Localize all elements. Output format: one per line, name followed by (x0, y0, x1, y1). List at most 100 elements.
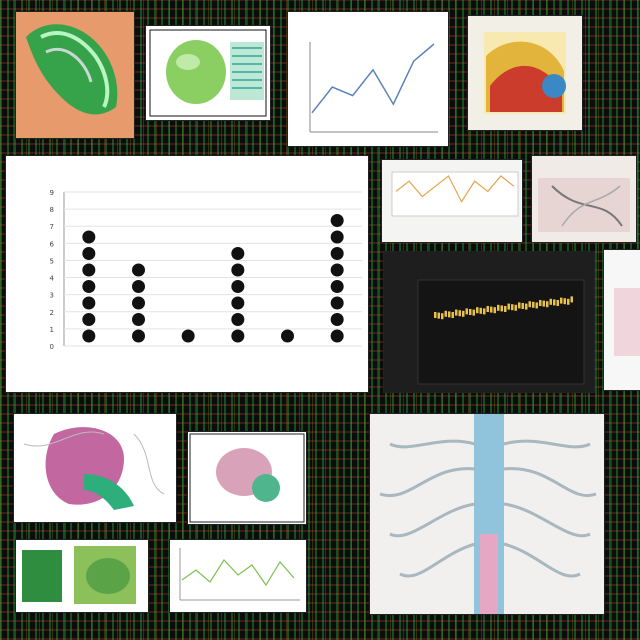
data-mark (546, 301, 549, 308)
data-dot (231, 247, 245, 260)
data-mark (525, 303, 528, 310)
data-mark (504, 306, 507, 312)
right-edge-graphic (614, 288, 640, 356)
heart-model-2-graphic (189, 433, 305, 523)
data-dot (82, 280, 96, 293)
data-dot (281, 329, 294, 343)
data-mark (465, 308, 468, 315)
data-mark (497, 304, 500, 311)
data-dot (231, 329, 245, 343)
series-line (181, 559, 295, 587)
data-mark (448, 311, 451, 318)
heart-model-1 (14, 414, 176, 522)
y-tick-label: 5 (50, 257, 54, 265)
data-mark (486, 306, 489, 312)
data-dot (132, 263, 145, 277)
small-line-chart-svg (391, 171, 519, 217)
data-dot (82, 296, 96, 310)
right-edge-figure (604, 250, 640, 390)
data-dot (82, 230, 96, 244)
data-dot (82, 247, 96, 260)
organ-sketch (532, 156, 636, 242)
green-structure-image (16, 12, 134, 138)
data-dot (231, 313, 245, 326)
y-tick-label: 6 (50, 240, 55, 248)
series-line (311, 43, 435, 114)
data-mark (472, 309, 475, 316)
data-dot (330, 263, 344, 277)
data-mark (511, 304, 514, 311)
data-dot (132, 296, 145, 310)
green-ball-figure (146, 26, 270, 120)
green-block-graphic (22, 546, 136, 604)
data-dot (132, 329, 145, 343)
branching-vessel-figure (370, 414, 604, 614)
data-mark (532, 301, 535, 308)
y-tick-label: 3 (50, 292, 54, 300)
bottom-line-chart (170, 540, 306, 612)
data-mark (500, 305, 503, 312)
y-tick-label: 1 (50, 326, 54, 334)
heart-model-2 (188, 432, 306, 524)
data-mark (451, 312, 454, 318)
y-tick-label: 8 (50, 206, 54, 214)
data-dot (231, 280, 245, 293)
data-mark (514, 304, 517, 311)
data-dot (330, 313, 344, 326)
series-line (395, 175, 515, 203)
data-dot (330, 247, 344, 260)
data-mark (567, 298, 570, 305)
heart-figure (468, 16, 582, 130)
heart-figure-graphic (484, 32, 566, 114)
data-mark (441, 313, 444, 320)
data-mark (518, 302, 521, 309)
main-dot-chart: 0 1 2 3 4 5 6 7 8 9 (6, 156, 368, 392)
dark-chart (384, 252, 594, 392)
data-mark (535, 302, 538, 309)
data-mark (528, 301, 531, 308)
data-dot (330, 329, 344, 343)
data-mark (521, 303, 524, 309)
organ-sketch-graphic (538, 178, 630, 232)
bottom-line-chart-svg (179, 548, 300, 601)
y-tick-label: 2 (50, 309, 54, 317)
data-mark (437, 312, 440, 319)
data-mark (563, 298, 566, 305)
green-ball-graphic (149, 29, 267, 117)
y-tick-label: 0 (50, 343, 54, 351)
data-mark (455, 309, 458, 316)
data-dot (330, 280, 344, 293)
data-dot (231, 296, 245, 310)
data-mark (560, 297, 563, 304)
small-line-chart (382, 160, 522, 242)
data-dot (181, 329, 195, 343)
data-mark (542, 300, 545, 307)
data-mark (570, 296, 573, 303)
data-dot (231, 263, 245, 277)
heart-model-1-graphic (23, 427, 165, 510)
data-mark (469, 309, 472, 315)
y-tick-label: 9 (50, 189, 54, 197)
data-dot (132, 313, 145, 326)
data-dot (330, 214, 344, 227)
main-chart-svg: 0 1 2 3 4 5 6 7 8 9 (50, 189, 362, 351)
data-mark (539, 300, 542, 306)
data-mark (444, 310, 447, 317)
data-mark (434, 312, 437, 318)
dark-chart-svg (417, 279, 585, 385)
data-mark (479, 307, 482, 314)
data-mark (549, 298, 552, 305)
data-mark (507, 303, 510, 310)
data-dot (82, 329, 96, 343)
data-dot (82, 313, 96, 326)
top-line-chart-svg (309, 42, 438, 133)
data-mark (458, 310, 461, 317)
data-dot (330, 296, 344, 310)
data-dot (132, 280, 145, 293)
data-dot (82, 263, 96, 277)
data-mark (493, 307, 496, 314)
y-tick-label: 4 (50, 275, 55, 283)
top-line-chart (288, 12, 448, 146)
green-block-figure (16, 540, 148, 612)
data-dot (330, 230, 344, 244)
